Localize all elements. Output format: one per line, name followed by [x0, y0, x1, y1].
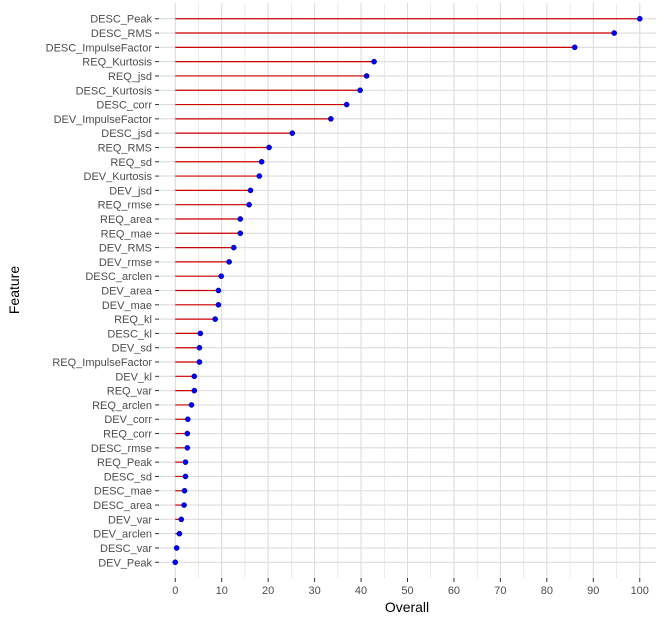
x-tick-label: 100: [631, 585, 649, 597]
lollipop-point: [184, 430, 191, 437]
x-tick-label: 60: [448, 585, 460, 597]
lollipop-point: [363, 73, 370, 79]
y-tick-label: DESC_RMS: [91, 28, 152, 40]
y-tick-label: DEV_mae: [102, 300, 152, 312]
y-tick-label: REQ_Peak: [97, 457, 153, 469]
x-tick-labels: 0 10 20 30 40 50 60 70 80 90 100: [172, 585, 649, 597]
x-tick-label: 80: [541, 585, 553, 597]
y-tick-label: DESC_Peak: [90, 14, 152, 26]
lollipop-point: [191, 373, 198, 380]
y-tick-labels: DESC_Peak DESC_RMS DESC_ImpulseFactor REQ_K…: [46, 14, 153, 570]
lollipop-point: [215, 302, 222, 308]
lollipop-point: [176, 530, 183, 537]
y-tick-label: REQ_arclen: [92, 400, 152, 412]
y-tick-label: DESC_sd: [104, 471, 152, 483]
y-tick-label: REQ_mae: [101, 228, 152, 240]
y-tick-label: DEV_sd: [112, 343, 152, 355]
y-tick-label: DESC_rmse: [91, 443, 152, 455]
lollipop-point: [611, 30, 617, 36]
x-tick-label: 0: [172, 585, 178, 597]
y-tick-label: DESC_area: [93, 500, 153, 512]
y-tick-label: DEV_corr: [104, 414, 152, 426]
lollipop-point: [266, 144, 272, 151]
y-tick-label: DESC_var: [100, 543, 152, 555]
lollipop-point: [172, 559, 179, 566]
x-tick-label: 10: [216, 585, 228, 597]
y-tick-label: REQ_kl: [114, 314, 152, 326]
lollipop-point: [258, 158, 265, 165]
y-tick-label: DESC_corr: [96, 100, 152, 112]
y-tick-label: REQ_Kurtosis: [82, 57, 152, 69]
x-tick-label: 20: [262, 585, 274, 597]
y-tick-label: DEV_Kurtosis: [84, 171, 153, 183]
y-tick-label: DESC_kl: [107, 328, 152, 340]
y-tick-label: REQ_corr: [103, 429, 152, 441]
lollipop-point: [571, 44, 578, 51]
y-tick-label: DEV_arclen: [93, 529, 152, 541]
y-tick-label: DEV_jsd: [109, 185, 152, 197]
y-tick-label: DEV_rmse: [99, 257, 152, 269]
lollipop-point: [181, 487, 188, 494]
lollipop-point: [173, 545, 180, 551]
lollipop-point: [256, 173, 263, 179]
y-tick-label: DESC_ImpulseFactor: [46, 42, 153, 54]
lollipop-point: [197, 330, 204, 337]
lollipop-point: [182, 473, 189, 480]
x-axis-title: Overall: [385, 599, 429, 615]
lollipop-point: [237, 230, 244, 237]
lollipop-point: [328, 116, 334, 122]
y-tick-label: DEV_ImpulseFactor: [54, 114, 153, 126]
lollipop-point: [636, 15, 643, 22]
lollipop-point: [178, 516, 185, 523]
lollipop-point: [289, 130, 296, 136]
x-tick-label: 50: [401, 585, 413, 597]
lollipop-point: [215, 287, 222, 294]
y-tick-label: REQ_sd: [110, 157, 152, 169]
lollipop-point: [212, 316, 219, 322]
lollipop-point: [184, 445, 191, 451]
y-tick-label: DESC_mae: [94, 486, 152, 498]
lollipop-point: [184, 416, 191, 423]
y-tick-label: DESC_arclen: [85, 271, 152, 283]
x-tick-label: 30: [308, 585, 320, 597]
y-tick-label: DESC_Kurtosis: [76, 85, 153, 97]
lollipop-segments: [175, 18, 640, 549]
lollipop-point: [196, 359, 203, 365]
lollipop-point: [230, 244, 237, 251]
lollipop-point: [196, 344, 203, 351]
x-tick-label: 90: [587, 585, 599, 597]
lollipop-point: [247, 187, 254, 194]
lollipop-point: [191, 387, 198, 394]
lollipop-point: [218, 273, 225, 279]
lollipop-point: [226, 259, 232, 265]
y-tick-label: REQ_ImpulseFactor: [52, 357, 152, 369]
lollipop-point: [237, 216, 244, 222]
y-tick-label: REQ_RMS: [98, 142, 152, 154]
x-tick-label: 40: [355, 585, 367, 597]
y-tick-label: REQ_var: [107, 386, 153, 398]
y-tick-label: REQ_area: [100, 214, 153, 226]
y-tick-label: DESC_jsd: [101, 128, 152, 140]
y-tick-label: REQ_rmse: [98, 200, 152, 212]
lollipop-point: [343, 101, 350, 108]
lollipop-point: [182, 459, 189, 465]
lollipop-point: [357, 87, 363, 94]
y-tick-label: DEV_var: [108, 514, 152, 526]
x-tick-label: 70: [494, 585, 506, 597]
y-tick-label: REQ_jsd: [108, 71, 152, 83]
lollipop-point: [246, 201, 252, 208]
lollipop-point: [371, 58, 377, 65]
y-axis-title: Feature: [6, 266, 22, 314]
y-tick-label: DEV_RMS: [99, 243, 152, 255]
lollipop-point: [181, 502, 187, 508]
lollipop-points: [172, 15, 643, 566]
y-tick-label: DEV_kl: [115, 371, 152, 383]
y-tick-label: DEV_Peak: [98, 557, 152, 569]
y-tick-label: DEV_area: [101, 286, 153, 298]
lollipop-point: [188, 402, 195, 408]
